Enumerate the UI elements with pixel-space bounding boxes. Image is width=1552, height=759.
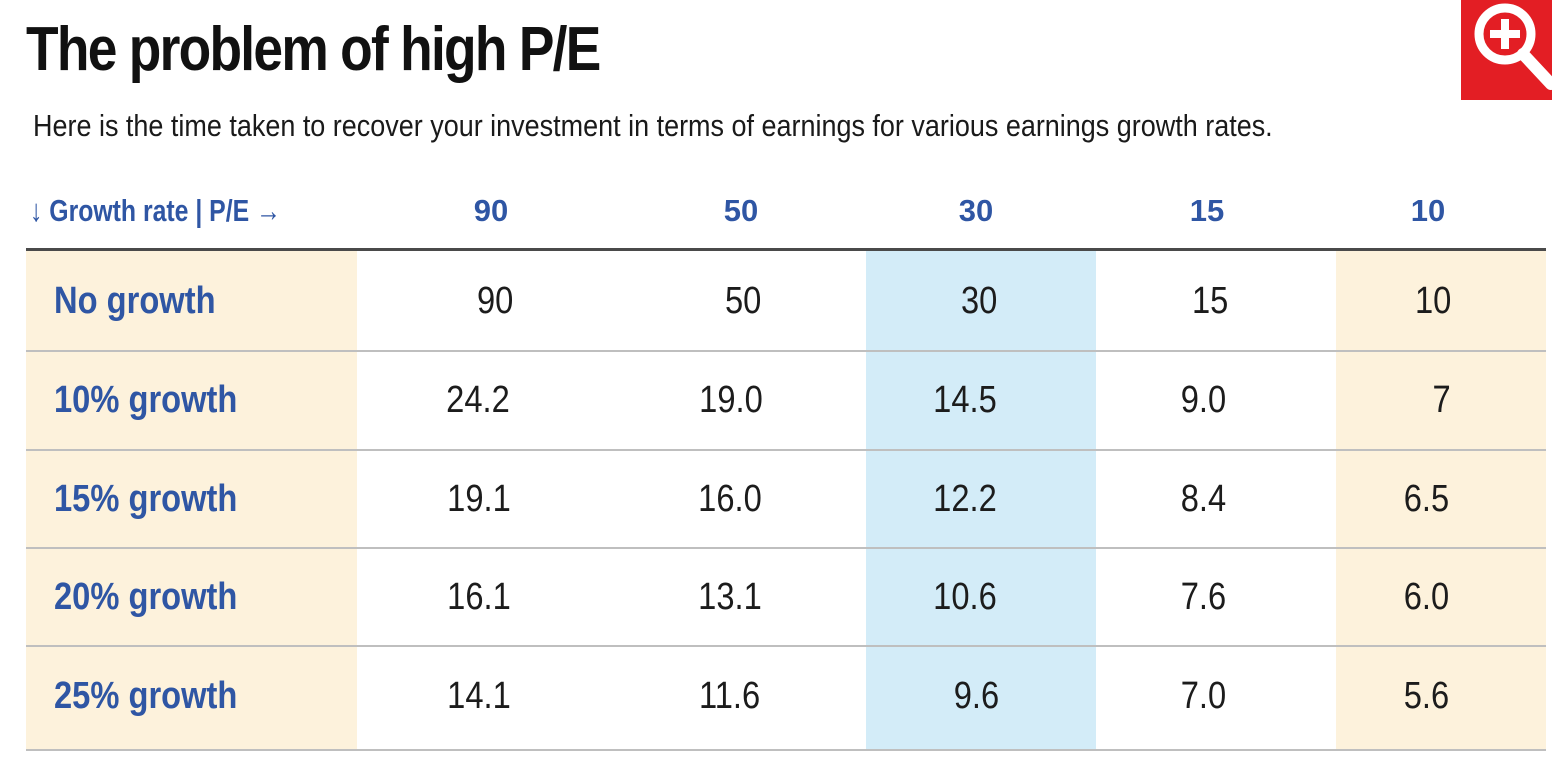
row-label-text: 10% growth xyxy=(54,379,238,421)
zoom-in-icon xyxy=(1474,3,1552,90)
table-cell: 10.6 xyxy=(875,549,1055,646)
table-cell: 14.1 xyxy=(389,648,569,745)
highlight-column-band xyxy=(866,251,1096,751)
table-cell: 12.2 xyxy=(875,451,1055,548)
row-label: 15% growth xyxy=(54,451,267,548)
table-cell-value: 8.4 xyxy=(1180,478,1226,520)
table-cell: 14.5 xyxy=(875,352,1055,449)
table-cell: 30 xyxy=(889,253,1069,350)
table-cell: 16.1 xyxy=(389,549,569,646)
table-cell-value: 9.0 xyxy=(1180,379,1226,421)
table-cell-value: 10.6 xyxy=(933,576,997,618)
row-label: 20% growth xyxy=(54,549,267,646)
table-cell: 13.1 xyxy=(640,549,820,646)
row-label-text: 20% growth xyxy=(54,576,238,618)
table-cell: 7.0 xyxy=(1113,648,1293,745)
table-cell: 90 xyxy=(405,253,585,350)
table-cell-value: 30 xyxy=(960,280,998,322)
table-cell: 5.6 xyxy=(1336,648,1516,745)
table-cell-value: 15 xyxy=(1191,280,1229,322)
table-cell-value: 16.0 xyxy=(698,478,762,520)
table-cell: 50 xyxy=(653,253,833,350)
table-cell-value: 6.5 xyxy=(1403,478,1449,520)
table-cell: 8.4 xyxy=(1113,451,1293,548)
table-cell: 6.5 xyxy=(1336,451,1516,548)
zoom-button[interactable] xyxy=(1461,0,1552,100)
table-cell: 24.2 xyxy=(388,352,568,449)
table-header-corner: ↓ Growth rate | P/E → xyxy=(30,186,344,236)
table-cell: 19.1 xyxy=(389,451,569,548)
table-cell: 7.6 xyxy=(1113,549,1293,646)
row-divider xyxy=(26,645,1546,647)
table-cell-value: 14.1 xyxy=(447,675,511,717)
table-cell-value: 16.1 xyxy=(447,576,511,618)
table-cell-value: 7.0 xyxy=(1180,675,1226,717)
corner-label: ↓ Growth rate | P/E → xyxy=(30,193,281,228)
row-label: 25% growth xyxy=(54,648,267,745)
table-cell-value: 19.1 xyxy=(447,478,511,520)
header-col-pe-1: 90 xyxy=(473,193,509,228)
table-cell-value: 7 xyxy=(1432,379,1452,421)
row-divider xyxy=(26,449,1546,451)
table-cell-value: 24.2 xyxy=(446,379,510,421)
page-subtitle: Here is the time taken to recover your i… xyxy=(33,108,1273,143)
row-divider xyxy=(26,749,1546,751)
table-cell: 11.6 xyxy=(640,648,820,745)
header-col-pe-2: 50 xyxy=(723,193,759,228)
table-cell-value: 11.6 xyxy=(699,675,761,717)
table-cell: 19.0 xyxy=(641,352,821,449)
table-cell: 9.0 xyxy=(1113,352,1293,449)
row-label-text: 25% growth xyxy=(54,675,238,717)
table-cell-value: 13.1 xyxy=(698,576,762,618)
header-col-pe-5: 10 xyxy=(1410,193,1446,228)
table-cell: 9.6 xyxy=(886,648,1066,745)
table-cell: 15 xyxy=(1120,253,1300,350)
table-cell: 16.0 xyxy=(640,451,820,548)
table-cell-value: 12.2 xyxy=(933,478,997,520)
last-column-band xyxy=(1336,251,1546,751)
table-cell: 7 xyxy=(1352,352,1532,449)
table-cell: 6.0 xyxy=(1336,549,1516,646)
row-label: No growth xyxy=(54,253,242,350)
row-label-text: No growth xyxy=(54,280,216,322)
table-cell-value: 7.6 xyxy=(1180,576,1226,618)
header-rule xyxy=(26,248,1546,251)
row-label-text: 15% growth xyxy=(54,478,238,520)
row-label-band xyxy=(26,251,357,751)
table-cell-value: 9.6 xyxy=(953,675,999,717)
header-col-pe-3: 30 xyxy=(958,193,994,228)
table-cell-value: 6.0 xyxy=(1403,576,1449,618)
table-cell-value: 19.0 xyxy=(699,379,763,421)
row-label: 10% growth xyxy=(54,352,267,449)
table-cell: 10 xyxy=(1343,253,1523,350)
row-divider xyxy=(26,350,1546,352)
table-cell-value: 90 xyxy=(476,280,514,322)
table-cell-value: 5.6 xyxy=(1403,675,1449,717)
row-divider xyxy=(26,547,1546,549)
table-cell-value: 10 xyxy=(1414,280,1452,322)
header-col-pe-4: 15 xyxy=(1189,193,1225,228)
page-title: The problem of high P/E xyxy=(26,15,601,84)
table-cell-value: 50 xyxy=(724,280,762,322)
table-cell-value: 14.5 xyxy=(933,379,997,421)
